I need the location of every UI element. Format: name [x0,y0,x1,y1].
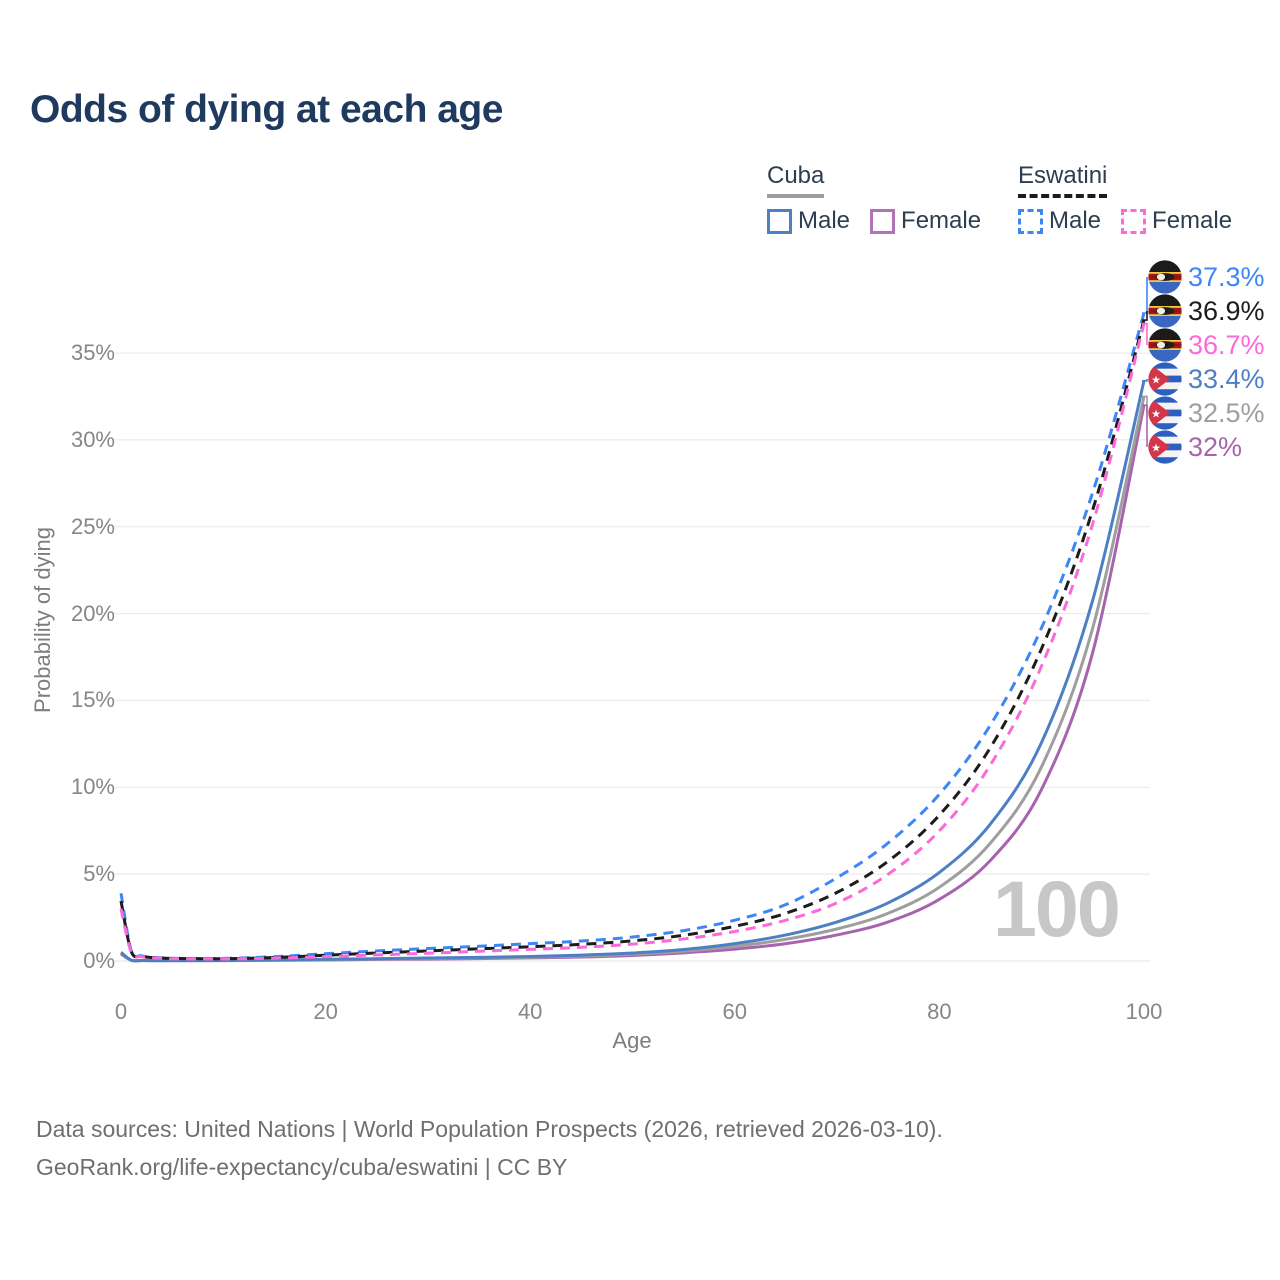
legend-group-cuba: Cuba Male Female [767,162,981,235]
end-label-row-eswatini-female: 36.7% [1148,328,1265,362]
x-tick-label: 80 [927,999,952,1024]
legend-item-cuba-female[interactable]: Female [870,207,981,235]
end-label-row-eswatini-both-sexes: 36.9% [1148,294,1265,328]
eswatini-flag-icon [1148,328,1182,362]
end-label-connector [1142,311,1148,321]
legend-group-eswatini-label: Eswatini [1018,162,1108,198]
eswatini-flag-icon [1148,294,1182,328]
end-label-connector [1142,404,1148,447]
eswatini-female-swatch-icon [1121,208,1147,234]
y-tick-label: 30% [70,426,115,452]
footer-attribution-line: GeoRank.org/life-expectancy/cuba/eswatin… [36,1154,568,1180]
end-label-value: 33.4% [1188,363,1265,394]
end-label-connector [1142,322,1148,345]
x-tick-label: 20 [313,999,338,1024]
end-label-row-cuba-female: ★ 32% [1148,430,1242,464]
end-label-value: 36.7% [1188,329,1265,360]
end-label-value: 32% [1188,431,1243,462]
end-label-value: 36.9% [1188,295,1265,326]
end-label-value: 32.5% [1188,397,1265,428]
svg-text:★: ★ [1151,409,1161,421]
end-label-row-cuba-male: ★ 33.4% [1148,362,1265,396]
y-tick-label: 35% [70,340,115,366]
cuba-female-swatch-icon [870,208,896,234]
legend-item-eswatini-female[interactable]: Female [1121,207,1232,235]
y-tick-label: 20% [70,600,115,626]
y-tick-label: 25% [70,513,115,539]
y-tick-label: 15% [70,687,115,713]
x-tick-label: 100 [1125,999,1163,1024]
series-line-cuba-female[interactable] [120,404,1146,963]
x-tick-label: 40 [517,999,543,1024]
legend-group-cuba-label: Cuba [767,162,825,198]
end-label-row-eswatini-male: 37.3% [1148,260,1265,294]
footer-source-line: Data sources: United Nations | World Pop… [36,1116,943,1142]
end-label-connector [1142,277,1148,314]
y-tick-label: 5% [83,861,115,887]
legend-group-eswatini: Eswatini Male Female [1018,162,1232,235]
page-title: Odds of dying at each age [30,88,503,131]
y-axis-title: Probability of dying [30,527,55,713]
end-label-row-cuba-both-sexes: ★ 32.5% [1148,396,1265,430]
cuba-male-swatch-icon [767,208,792,234]
eswatini-male-swatch-icon [1018,208,1043,234]
legend-item-eswatini-male[interactable]: Male [1018,207,1101,235]
end-label-value: 37.3% [1188,261,1265,292]
legend-item-cuba-male[interactable]: Male [767,207,850,235]
y-tick-label: 0% [83,948,115,973]
series-line-cuba-male[interactable] [120,380,1146,963]
cuba-flag-icon: ★ [1148,362,1182,396]
series-line-cuba-both-sexes[interactable] [120,396,1146,963]
series-line-eswatini-both-sexes[interactable] [119,319,1146,961]
end-label-connector [1142,379,1148,382]
y-tick-label: 10% [70,774,115,800]
x-tick-label: 0 [114,999,128,1024]
x-axis-title: Age [612,1028,652,1053]
cuba-flag-icon: ★ [1148,430,1182,464]
footer: Data sources: United Nations | World Pop… [36,1110,943,1186]
age-indicator: 100 [993,864,1121,953]
x-tick-label: 60 [722,999,748,1024]
eswatini-flag-icon [1148,260,1182,294]
svg-text:★: ★ [1151,375,1161,387]
svg-text:★: ★ [1151,443,1161,455]
cuba-flag-icon: ★ [1148,396,1182,430]
series-line-eswatini-female[interactable] [119,323,1146,961]
